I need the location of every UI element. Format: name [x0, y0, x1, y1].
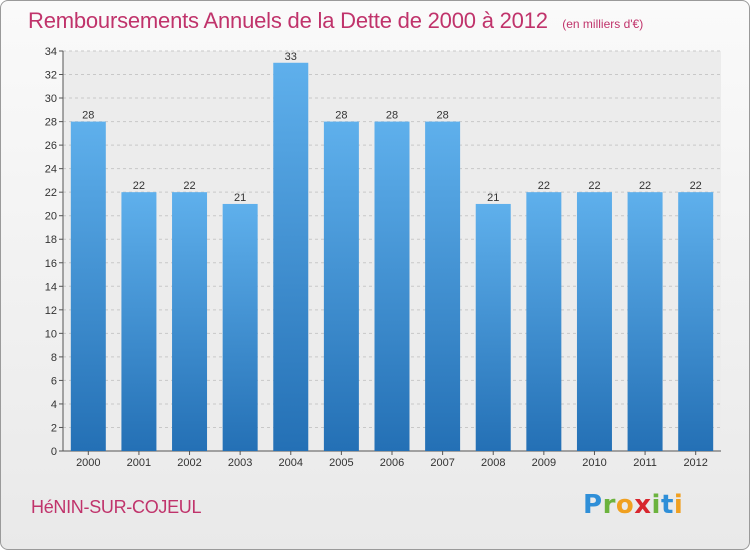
bar — [273, 62, 309, 451]
x-tick-label: 2005 — [329, 457, 353, 469]
logo-letter: x — [634, 490, 652, 520]
chart-title: Remboursements Annuels de la Dette de 20… — [28, 8, 548, 33]
bar-value-label: 21 — [487, 192, 499, 204]
bar-value-label: 33 — [285, 51, 297, 63]
y-tick-label: 22 — [45, 187, 57, 199]
bar — [323, 121, 359, 452]
x-tick-label: 2011 — [633, 457, 657, 469]
bar — [374, 121, 410, 452]
y-tick-label: 6 — [51, 375, 57, 387]
logo-letter: P — [583, 490, 603, 520]
y-tick-label: 28 — [45, 117, 57, 129]
bar — [678, 192, 714, 452]
bar — [172, 192, 208, 452]
logo-letter: o — [615, 490, 635, 520]
logo-letter: i — [673, 490, 684, 520]
bar — [526, 192, 562, 452]
y-tick-label: 32 — [45, 70, 57, 82]
bar-value-label: 22 — [639, 180, 651, 192]
x-tick-label: 2001 — [127, 457, 151, 469]
bar-value-label: 28 — [386, 110, 398, 122]
bar-value-label: 22 — [690, 180, 702, 192]
bar-value-label: 21 — [234, 192, 246, 204]
y-tick-label: 0 — [51, 446, 57, 458]
y-tick-label: 24 — [45, 164, 57, 176]
bar — [70, 121, 106, 452]
title-row: Remboursements Annuels de la Dette de 20… — [28, 8, 643, 34]
y-tick-label: 4 — [51, 399, 57, 411]
commune-name: HéNIN-SUR-COJEUL — [31, 497, 202, 517]
x-tick-label: 2007 — [430, 457, 454, 469]
y-tick-label: 34 — [45, 46, 57, 58]
bar-value-label: 22 — [538, 180, 550, 192]
logo-letter: t — [660, 490, 674, 520]
bar-value-label: 22 — [588, 180, 600, 192]
y-tick-label: 8 — [51, 352, 57, 364]
x-tick-label: 2004 — [279, 457, 303, 469]
x-tick-label: 2006 — [380, 457, 404, 469]
x-tick-label: 2010 — [582, 457, 606, 469]
bar-value-label: 22 — [133, 180, 145, 192]
bar-value-label: 28 — [436, 110, 448, 122]
x-tick-label: 2002 — [177, 457, 201, 469]
bar — [222, 203, 258, 451]
x-tick-label: 2012 — [683, 457, 707, 469]
y-tick-label: 14 — [45, 281, 57, 293]
y-tick-label: 30 — [45, 93, 57, 105]
bar-value-label: 28 — [82, 110, 94, 122]
logo-letter: r — [602, 490, 616, 520]
y-tick-label: 16 — [45, 258, 57, 270]
bar — [425, 121, 461, 452]
logo-letter: i — [651, 490, 661, 520]
y-tick-label: 20 — [45, 211, 57, 223]
x-tick-label: 2003 — [228, 457, 252, 469]
x-tick-label: 2008 — [481, 457, 505, 469]
y-tick-label: 12 — [45, 305, 57, 317]
y-tick-label: 10 — [45, 328, 57, 340]
bar-value-label: 22 — [183, 180, 195, 192]
x-tick-label: 2009 — [532, 457, 556, 469]
y-tick-label: 26 — [45, 140, 57, 152]
proxiti-logo: Proxiti — [583, 490, 683, 520]
bar — [121, 192, 157, 452]
chart-subtitle: (en milliers d'€) — [562, 17, 644, 31]
bar — [576, 192, 612, 452]
bar-value-label: 28 — [335, 110, 347, 122]
y-tick-label: 2 — [51, 422, 57, 434]
bar — [627, 192, 663, 452]
y-tick-label: 18 — [45, 234, 57, 246]
bar — [475, 203, 511, 451]
x-tick-label: 2000 — [76, 457, 100, 469]
